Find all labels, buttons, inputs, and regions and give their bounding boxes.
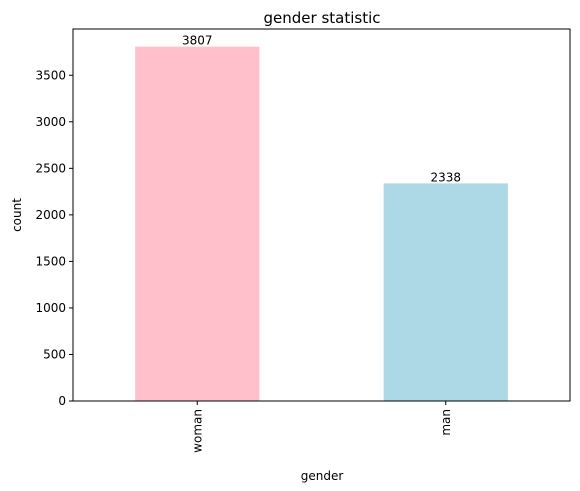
- bars-layer: [135, 46, 508, 402]
- x-axis: woman man: [190, 401, 453, 453]
- y-axis-label: count: [10, 198, 24, 232]
- data-labels-layer: 3807 2338: [182, 34, 461, 185]
- x-tick-label-woman: woman: [190, 409, 204, 453]
- y-tick-label-500: 500: [43, 347, 66, 361]
- data-label-man: 2338: [430, 170, 461, 184]
- y-tick-label-3500: 3500: [35, 68, 66, 82]
- data-label-woman: 3807: [182, 34, 213, 48]
- y-tick-label-3000: 3000: [35, 115, 66, 129]
- x-axis-label: gender: [301, 469, 344, 483]
- y-tick-label-2000: 2000: [35, 208, 66, 222]
- bar-man: [383, 183, 508, 401]
- y-tick-label-0: 0: [58, 394, 66, 408]
- x-tick-label-man: man: [439, 409, 453, 436]
- bar-woman: [135, 46, 260, 402]
- chart-title: gender statistic: [264, 9, 381, 27]
- y-tick-label-2500: 2500: [35, 161, 66, 175]
- y-tick-label-1000: 1000: [35, 301, 66, 315]
- y-tick-label-1500: 1500: [35, 254, 66, 268]
- y-axis: 0 500 1000 1500 2000 2500 3000 3500: [35, 68, 73, 408]
